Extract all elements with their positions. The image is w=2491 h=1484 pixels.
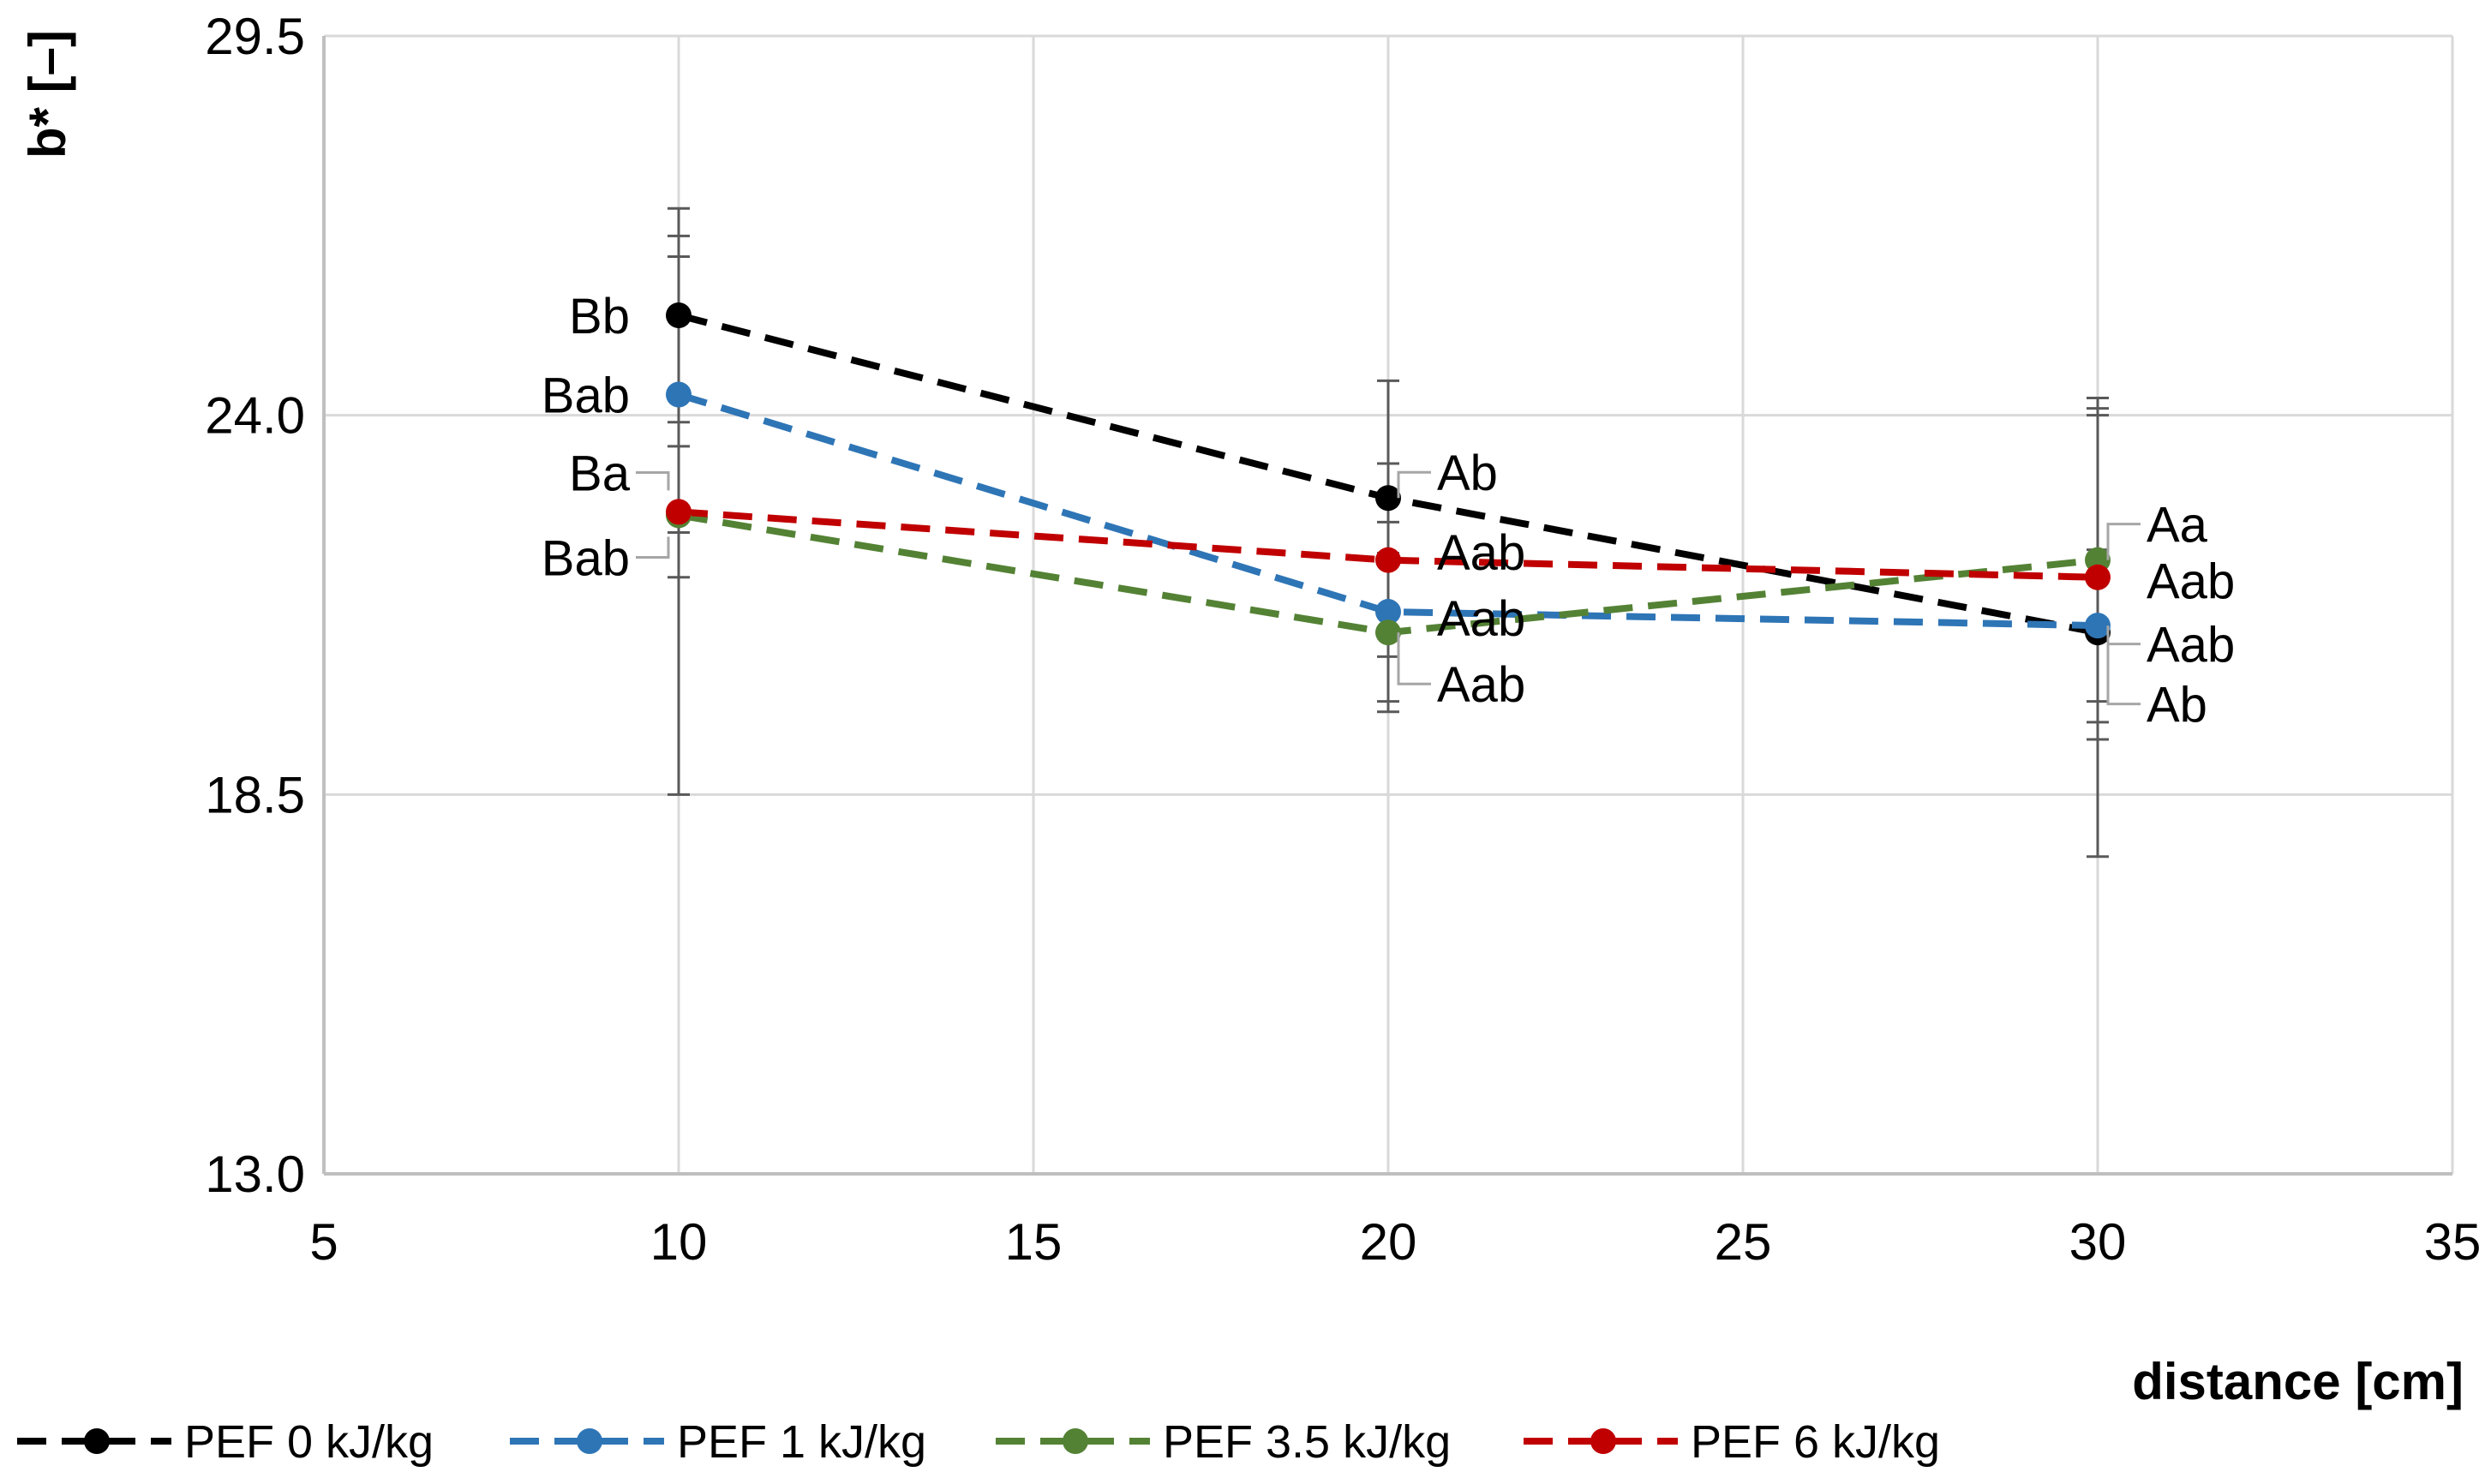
label-leader [636, 536, 670, 559]
x-axis-title: distance [cm] [2132, 1353, 2464, 1410]
data-point [2085, 564, 2111, 590]
y-tick-label: 29.5 [205, 8, 305, 65]
data-point [666, 381, 692, 408]
data-point [1375, 599, 1401, 625]
legend-label: PEF 3.5 kJ/kg [1163, 1416, 1451, 1468]
y-axis-ticks: 13.0 18.5 24.0 29.5 [205, 8, 305, 1203]
data-point [666, 302, 692, 328]
data-label: Aab [1437, 591, 1525, 647]
legend-swatch-marker [1063, 1428, 1088, 1454]
x-axis-ticks: 5 10 15 20 25 30 35 [309, 1213, 2481, 1271]
legend-swatch-marker [1590, 1428, 1616, 1454]
label-leader [2106, 625, 2141, 646]
legend-label: PEF 0 kJ/kg [184, 1416, 434, 1468]
x-tick-label: 5 [309, 1213, 338, 1271]
label-leader [2106, 632, 2141, 706]
data-point [1375, 619, 1401, 646]
x-tick-label: 35 [2424, 1213, 2482, 1271]
y-tick-label: 13.0 [205, 1146, 305, 1203]
data-point [1375, 547, 1401, 573]
label-leader [2106, 523, 2141, 560]
label-leader [636, 471, 670, 491]
data-label: Ab [2147, 678, 2207, 733]
data-label: Aab [1437, 525, 1525, 581]
y-tick-label: 24.0 [205, 387, 305, 445]
legend-label: PEF 1 kJ/kg [677, 1416, 926, 1468]
data-label: Bb [569, 289, 630, 344]
legend-swatch-marker [577, 1428, 602, 1454]
x-tick-label: 10 [650, 1213, 708, 1271]
label-leader [1397, 632, 1431, 685]
series-points [666, 302, 2111, 646]
y-tick-label: 18.5 [205, 766, 305, 823]
legend: PEF 0 kJ/kg PEF 1 kJ/kg PEF 3.5 kJ/kg PEF 6… [17, 1416, 1940, 1468]
x-tick-label: 30 [2069, 1213, 2127, 1271]
data-label: Ba [569, 446, 631, 502]
x-tick-label: 25 [1715, 1213, 1772, 1271]
data-label: Bab [542, 531, 630, 587]
data-point [2085, 613, 2111, 639]
x-tick-label: 15 [1005, 1213, 1063, 1271]
data-label: Aab [1437, 657, 1525, 713]
series-line [678, 508, 2099, 581]
data-label: Aab [2147, 554, 2235, 610]
data-label: Ab [1437, 446, 1498, 501]
label-leaders [636, 470, 2141, 706]
data-label: Aa [2147, 498, 2208, 554]
data-label: Aab [2147, 618, 2235, 673]
legend-swatch-marker [84, 1428, 110, 1454]
y-axis-title: b* [–] [19, 30, 76, 159]
legend-label: PEF 6 kJ/kg [1691, 1416, 1940, 1468]
data-point [1375, 485, 1401, 512]
x-tick-label: 20 [1360, 1213, 1417, 1271]
label-leader [1397, 470, 1431, 499]
data-point [666, 499, 692, 525]
data-label: Bab [542, 368, 630, 424]
